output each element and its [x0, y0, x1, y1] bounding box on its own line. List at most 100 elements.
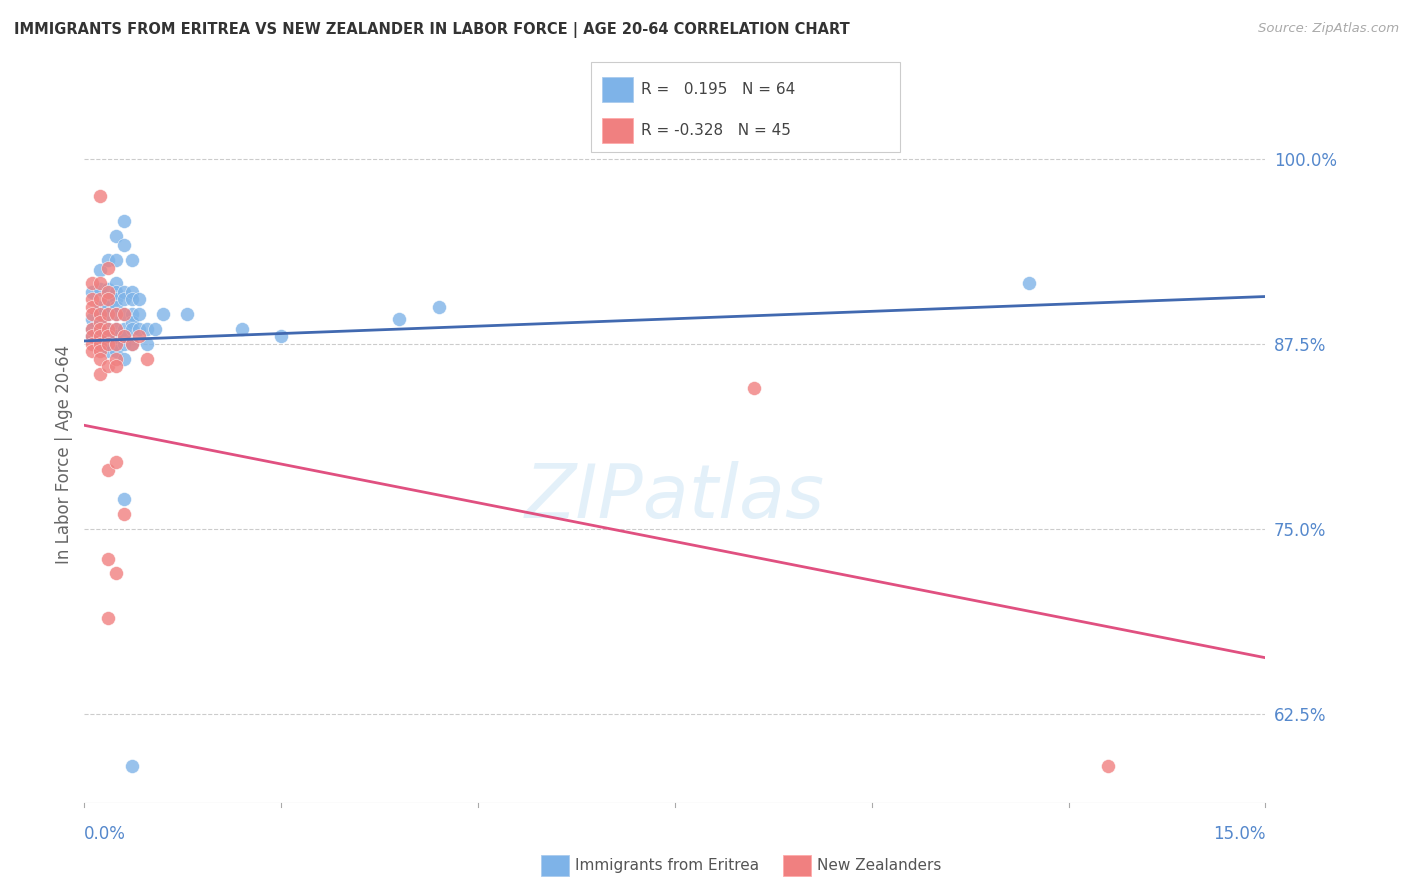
Point	[112, 307, 135, 321]
Point	[89, 315, 111, 329]
Point	[97, 293, 120, 307]
Point	[121, 337, 143, 351]
Text: ZIPatlas: ZIPatlas	[524, 460, 825, 533]
Point	[112, 507, 135, 521]
Point	[128, 293, 150, 307]
Text: IMMIGRANTS FROM ERITREA VS NEW ZEALANDER IN LABOR FORCE | AGE 20-64 CORRELATION : IMMIGRANTS FROM ERITREA VS NEW ZEALANDER…	[14, 22, 849, 38]
Point	[128, 322, 150, 336]
Point	[176, 307, 198, 321]
Point	[104, 455, 127, 469]
Point	[97, 307, 120, 321]
Point	[89, 307, 111, 321]
Point	[97, 293, 120, 307]
Point	[231, 322, 253, 336]
Point	[89, 322, 111, 336]
Text: Immigrants from Eritrea: Immigrants from Eritrea	[575, 858, 759, 872]
Point	[89, 337, 111, 351]
Point	[89, 263, 111, 277]
Point	[121, 337, 143, 351]
Point	[112, 307, 135, 321]
Point	[121, 285, 143, 299]
Point	[104, 359, 127, 373]
Point	[89, 351, 111, 366]
Point	[82, 329, 104, 343]
Point	[97, 333, 120, 347]
Point	[82, 344, 104, 359]
Point	[104, 252, 127, 267]
Point	[104, 293, 127, 307]
Point	[97, 261, 120, 276]
Point	[742, 381, 765, 395]
Point	[89, 282, 111, 296]
Point	[136, 351, 159, 366]
Point	[104, 322, 127, 336]
Point	[104, 344, 127, 359]
Point	[136, 322, 159, 336]
Point	[112, 492, 135, 507]
Point	[143, 322, 166, 336]
Point	[97, 307, 120, 321]
Point	[112, 329, 135, 343]
Point	[97, 300, 120, 314]
Point	[104, 329, 127, 343]
Point	[112, 337, 135, 351]
Point	[89, 293, 111, 307]
Point	[97, 344, 120, 359]
Point	[104, 307, 127, 321]
Text: New Zealanders: New Zealanders	[817, 858, 941, 872]
Point	[104, 566, 127, 581]
Point	[112, 214, 135, 228]
Point	[112, 329, 135, 343]
Point	[112, 322, 135, 336]
Point	[152, 307, 174, 321]
Point	[104, 228, 127, 243]
Text: R = -0.328   N = 45: R = -0.328 N = 45	[641, 123, 792, 137]
Point	[112, 237, 135, 252]
Y-axis label: In Labor Force | Age 20-64: In Labor Force | Age 20-64	[55, 345, 73, 565]
Point	[82, 307, 104, 321]
Point	[89, 307, 111, 321]
Point	[104, 276, 127, 290]
Point	[97, 326, 120, 341]
Point	[82, 322, 104, 336]
Point	[112, 293, 135, 307]
Point	[82, 285, 104, 299]
Point	[97, 322, 120, 336]
Point	[97, 252, 120, 267]
Point	[112, 285, 135, 299]
Point	[82, 311, 104, 326]
Point	[89, 300, 111, 314]
Point	[97, 338, 120, 352]
Point	[128, 329, 150, 343]
Point	[121, 293, 143, 307]
Point	[82, 329, 104, 343]
Point	[112, 351, 135, 366]
Point	[82, 300, 104, 314]
Point	[89, 344, 111, 359]
Point	[121, 759, 143, 773]
Point	[121, 252, 143, 267]
Point	[104, 337, 127, 351]
Point	[104, 307, 127, 321]
Point	[89, 329, 111, 343]
Point	[104, 351, 127, 366]
Point	[89, 367, 111, 381]
Point	[82, 322, 104, 336]
Point	[104, 285, 127, 299]
Point	[388, 311, 411, 326]
Point	[89, 322, 111, 336]
Point	[89, 329, 111, 343]
Point	[82, 337, 104, 351]
Point	[89, 189, 111, 203]
Point	[97, 463, 120, 477]
Point	[97, 337, 120, 351]
Point	[97, 282, 120, 296]
Point	[104, 322, 127, 336]
Point	[89, 315, 111, 329]
Point	[97, 359, 120, 373]
Point	[104, 300, 127, 314]
Point	[136, 337, 159, 351]
Point	[97, 322, 120, 336]
Point	[89, 276, 111, 290]
Point	[270, 329, 292, 343]
